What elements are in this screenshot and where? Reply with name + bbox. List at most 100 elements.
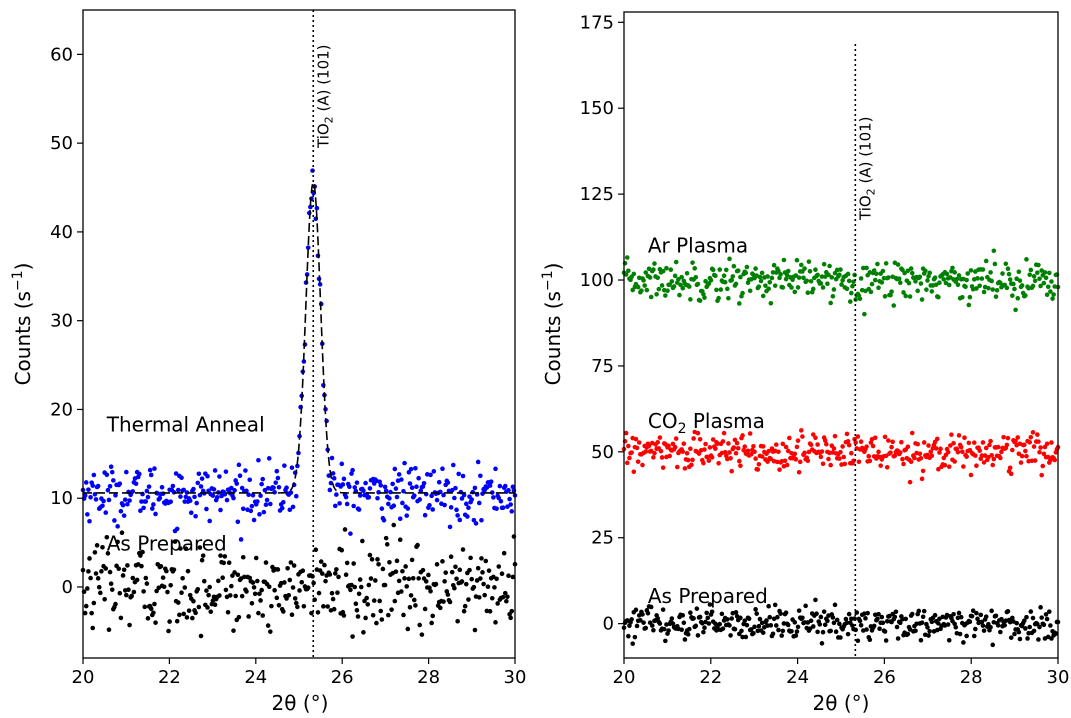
data-point [281, 499, 286, 505]
data-point [236, 462, 242, 468]
data-point [891, 303, 897, 308]
data-point [266, 456, 272, 461]
data-point [1027, 624, 1033, 630]
data-point [794, 257, 800, 263]
data-point [789, 628, 794, 634]
data-point [429, 493, 434, 499]
data-point [735, 268, 741, 274]
data-point [96, 584, 102, 590]
data-point [815, 442, 820, 447]
data-point [807, 626, 813, 632]
data-point [961, 464, 966, 469]
data-point [751, 631, 756, 636]
data-point [981, 628, 987, 633]
data-point [705, 615, 711, 621]
data-point [386, 501, 391, 507]
data-point [772, 602, 778, 608]
data-point [822, 622, 828, 628]
data-point [317, 282, 323, 287]
data-point [626, 443, 631, 449]
data-point [291, 563, 297, 568]
x-tick-label: 20 [72, 667, 95, 688]
data-point [691, 616, 696, 621]
data-point [93, 571, 99, 576]
right-reference-label-main: TiO [856, 195, 874, 221]
data-point [844, 286, 850, 292]
data-point [789, 285, 794, 290]
data-point [384, 542, 390, 547]
data-point [341, 476, 347, 482]
data-point [838, 449, 843, 455]
data-point [936, 466, 941, 472]
data-point [880, 620, 886, 626]
data-point [697, 298, 703, 303]
data-point [926, 443, 931, 448]
data-point [838, 635, 843, 640]
data-point [952, 459, 957, 464]
data-point [744, 622, 750, 628]
data-point [734, 440, 740, 446]
data-point [104, 472, 110, 478]
data-point [915, 441, 920, 447]
data-point [187, 498, 193, 504]
data-point [998, 629, 1003, 635]
data-point [249, 503, 255, 509]
data-point [261, 509, 267, 515]
data-point [369, 557, 375, 562]
data-point [693, 274, 699, 280]
data-point [501, 550, 507, 556]
data-point [367, 486, 373, 491]
data-point [288, 560, 294, 565]
data-point [728, 633, 733, 638]
data-point [946, 637, 952, 643]
data-point [894, 624, 900, 630]
data-point [509, 509, 515, 514]
data-point [738, 274, 743, 280]
data-point [878, 463, 883, 468]
data-point [905, 444, 911, 450]
data-point [993, 294, 999, 299]
data-point [506, 573, 511, 579]
x-tick-label: 22 [699, 667, 722, 688]
data-point [780, 628, 786, 634]
data-point [455, 618, 460, 624]
right-annotation-ar-plasma: Ar Plasma [648, 234, 748, 258]
data-point [660, 268, 666, 274]
data-point [967, 294, 973, 300]
data-point [773, 442, 779, 447]
data-point [85, 586, 90, 591]
data-point [1005, 435, 1011, 441]
data-point [188, 510, 194, 516]
data-point [753, 607, 758, 612]
data-point [983, 614, 989, 619]
data-point [825, 618, 830, 624]
data-point [702, 625, 707, 630]
data-point [802, 266, 807, 271]
data-point [819, 274, 825, 279]
data-point [258, 598, 263, 603]
data-point [826, 272, 831, 278]
data-point [733, 450, 739, 456]
data-point [945, 449, 951, 455]
left-annotation-as-prepared: As Prepared [107, 532, 227, 556]
data-point [815, 629, 820, 635]
data-point [813, 597, 818, 603]
data-point [849, 616, 854, 622]
data-point [640, 612, 645, 617]
data-point [332, 571, 338, 576]
data-point [420, 567, 426, 573]
data-point [652, 450, 657, 456]
data-point [664, 265, 669, 271]
data-point [461, 608, 467, 614]
data-point [90, 625, 96, 631]
data-point [1010, 447, 1015, 453]
data-point [635, 459, 641, 464]
data-point [739, 628, 744, 634]
data-point [684, 271, 690, 276]
data-point [440, 559, 445, 564]
data-point [1023, 626, 1028, 631]
data-point [752, 624, 757, 630]
data-point [908, 459, 914, 465]
data-point [166, 628, 171, 634]
